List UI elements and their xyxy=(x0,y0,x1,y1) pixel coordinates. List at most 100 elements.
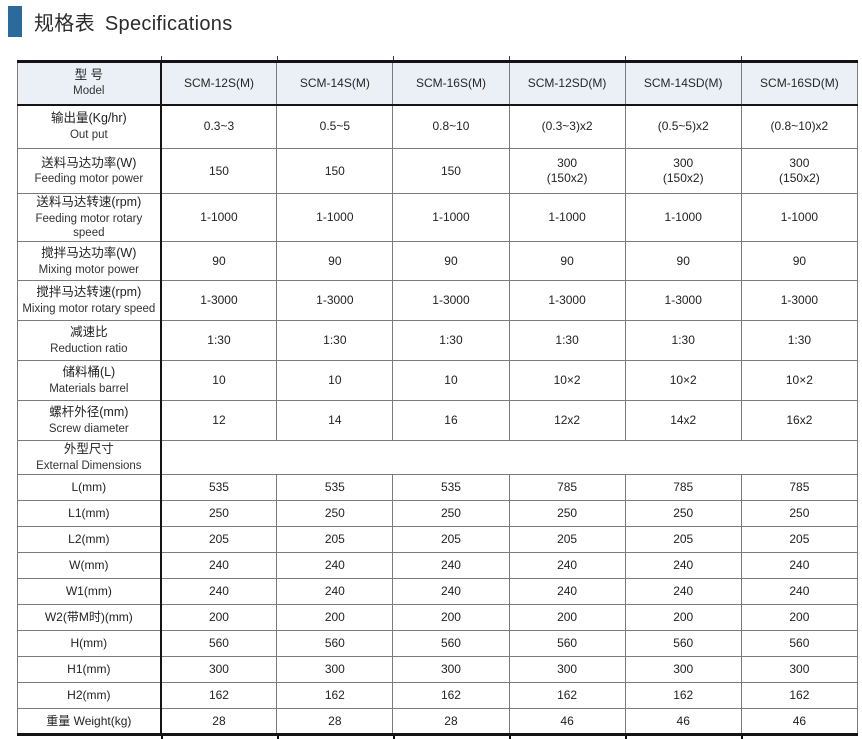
spec-row-label: 送料马达转速(rpm) Feeding motor rotary speed xyxy=(16,192,162,243)
spec-row-label: 储料桶(L) Materials barrel xyxy=(16,360,162,402)
spec-value-cell-4: 1:30 xyxy=(624,320,742,362)
spec-merged-empty-cell xyxy=(160,440,858,476)
dim-value-cell-3: 205 xyxy=(508,526,626,554)
header-model-scm-14s: SCM-14S(M) xyxy=(276,61,394,106)
dim-value-cell-5: 240 xyxy=(740,552,859,580)
spec-value-cell-3: 1-1000 xyxy=(508,192,626,243)
spec-row-label-zh: 储料桶(L) xyxy=(62,365,116,380)
spec-row-label: 输出量(Kg/hr) Out put xyxy=(16,104,162,149)
spec-value-cell-3: (0.3~3)x2 xyxy=(508,104,626,149)
header-model-scm-16sd: SCM-16SD(M) xyxy=(740,61,859,106)
spec-value-cell-3: 90 xyxy=(508,241,626,282)
divider-tick-top xyxy=(161,56,162,60)
divider-tick-top xyxy=(625,56,626,60)
dim-value-cell-1: 535 xyxy=(276,474,394,502)
spec-row-0: 输出量(Kg/hr) Out put 0.3~3 0.5~5 0.8~10 (0.3~3)… xyxy=(16,104,859,149)
divider-tick-bottom xyxy=(277,736,279,739)
dim-value-cell-0: 28 xyxy=(160,708,278,736)
dim-row-8: H2(mm) 162 162 162 162 162 162 xyxy=(16,682,859,710)
spec-row-label-zh: 外型尺寸 xyxy=(63,442,114,457)
dim-value-cell-3: 162 xyxy=(508,682,626,710)
dim-row-6: H(mm) 560 560 560 560 560 560 xyxy=(16,630,859,658)
header-model-scm-12sd: SCM-12SD(M) xyxy=(508,61,626,106)
spec-row-2: 送料马达转速(rpm) Feeding motor rotary speed 1-1… xyxy=(16,192,859,243)
dim-row-label: H(mm) xyxy=(16,630,162,658)
spec-row-7: 螺杆外径(mm) Screw diameter 12 14 16 12x2 14x2 16x2 xyxy=(16,400,859,442)
dim-value-cell-3: 200 xyxy=(508,604,626,632)
dim-value-cell-4: 205 xyxy=(624,526,742,554)
spec-value-cell-4: 300 (150x2) xyxy=(624,148,742,194)
dim-value-cell-5: 250 xyxy=(740,500,859,528)
spec-row-label-zh: 送料马达转速(rpm) xyxy=(36,195,142,209)
dim-value-cell-2: 162 xyxy=(392,682,510,710)
dim-value-cell-2: 300 xyxy=(392,656,510,684)
spec-row-8: 外型尺寸 External Dimensions xyxy=(16,440,858,476)
spec-value-cell-5: 1-3000 xyxy=(740,280,859,322)
divider-tick-top xyxy=(509,56,510,60)
divider-tick-top xyxy=(741,56,742,60)
page-title: 规格表 Specifications xyxy=(34,7,233,36)
spec-row-5: 减速比 Reduction ratio 1:30 1:30 1:30 1:30 1:30 1:… xyxy=(16,320,859,362)
dim-value-cell-0: 205 xyxy=(160,526,278,554)
spec-value-cell-4: (0.5~5)x2 xyxy=(624,104,742,149)
dim-value-cell-2: 560 xyxy=(392,630,510,658)
dim-value-cell-0: 162 xyxy=(160,682,278,710)
spec-row-label-zh: 搅拌马达功率(W) xyxy=(41,245,137,260)
dim-value-cell-0: 240 xyxy=(160,578,278,606)
spec-row-3: 搅拌马达功率(W) Mixing motor power 90 90 90 90 90 90 xyxy=(16,241,859,282)
dim-value-cell-3: 560 xyxy=(508,630,626,658)
spec-value-cell-2: 1-1000 xyxy=(392,192,510,243)
dim-value-cell-3: 240 xyxy=(508,578,626,606)
spec-row-label-en: Feeding motor power xyxy=(34,173,144,186)
spec-value-cell-5: (0.8~10)x2 xyxy=(740,104,859,149)
spec-row-label-en: External Dimensions xyxy=(36,460,142,472)
spec-row-1: 送料马达功率(W) Feeding motor power 150 150 150 300… xyxy=(16,148,859,194)
header-model-label-zh: 型 号 xyxy=(74,67,104,82)
spec-row-label-en: Screw diameter xyxy=(48,423,129,435)
spec-row-4: 搅拌马达转速(rpm) Mixing motor rotary speed 1-30… xyxy=(16,280,859,322)
spec-row-label-en: Materials barrel xyxy=(49,383,129,395)
dim-value-cell-2: 250 xyxy=(392,500,510,528)
page-title-row: 规格表 Specifications xyxy=(8,6,233,37)
spec-value-cell-0: 1:30 xyxy=(160,320,278,362)
spec-row-label-en: Feeding motor rotary speed xyxy=(35,212,143,239)
spec-value-cell-1: 150 xyxy=(276,148,394,194)
spec-value-cell-1: 90 xyxy=(276,241,394,282)
spec-table-wrap: 型 号 Model SCM-12S(M) SCM-14S(M) SCM-16S(… xyxy=(16,56,859,739)
spec-value-cell-2: 10 xyxy=(392,360,510,402)
divider-tick-bottom xyxy=(741,736,743,739)
dim-value-cell-0: 535 xyxy=(160,474,278,502)
dim-row-label: H2(mm) xyxy=(16,682,162,710)
spec-value-cell-3: 10×2 xyxy=(508,360,626,402)
title-accent-bar xyxy=(8,6,22,37)
dim-value-cell-3: 250 xyxy=(508,500,626,528)
spec-value-cell-5: 1-1000 xyxy=(740,192,859,243)
dim-value-cell-2: 240 xyxy=(392,578,510,606)
header-model-scm-12s: SCM-12S(M) xyxy=(160,61,278,106)
spec-row-label: 外型尺寸 External Dimensions xyxy=(16,440,162,476)
dim-value-cell-1: 300 xyxy=(276,656,394,684)
spec-value-cell-1: 10 xyxy=(276,360,394,402)
spec-row-label-zh: 减速比 xyxy=(70,325,108,340)
dim-value-cell-1: 240 xyxy=(276,578,394,606)
dim-value-cell-3: 240 xyxy=(508,552,626,580)
dim-value-cell-5: 162 xyxy=(740,682,859,710)
spec-value-cell-2: 1-3000 xyxy=(392,280,510,322)
spec-value-cell-4: 14x2 xyxy=(624,400,742,442)
dim-value-cell-0: 200 xyxy=(160,604,278,632)
spec-row-label-en: Mixing motor rotary speed xyxy=(22,303,156,315)
spec-row-label: 减速比 Reduction ratio xyxy=(16,320,162,362)
dim-value-cell-2: 28 xyxy=(392,708,510,736)
spec-value-cell-4: 1-1000 xyxy=(624,192,742,243)
dim-value-cell-1: 560 xyxy=(276,630,394,658)
dim-row-2: L2(mm) 205 205 205 205 205 205 xyxy=(16,526,859,554)
dim-row-4: W1(mm) 240 240 240 240 240 240 xyxy=(16,578,859,606)
dim-value-cell-2: 240 xyxy=(392,552,510,580)
dim-value-cell-0: 560 xyxy=(160,630,278,658)
divider-tick-top xyxy=(277,56,278,60)
spec-value-cell-2: 150 xyxy=(392,148,510,194)
spec-value-cell-5: 1:30 xyxy=(740,320,859,362)
spec-row-label-en: Reduction ratio xyxy=(50,343,128,355)
spec-row-label-zh: 搅拌马达转速(rpm) xyxy=(36,285,142,300)
dim-row-label: W1(mm) xyxy=(16,578,162,606)
